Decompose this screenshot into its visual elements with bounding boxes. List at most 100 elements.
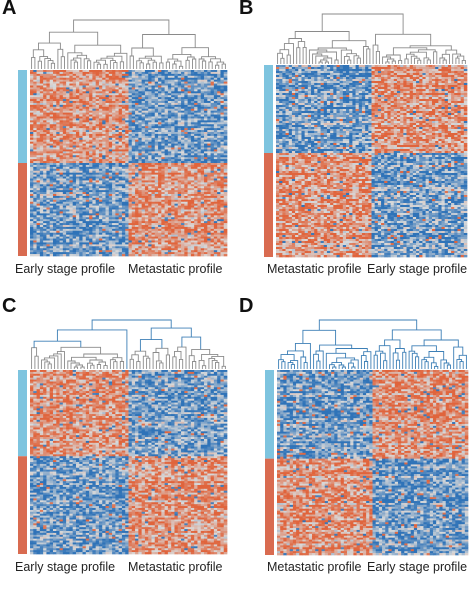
heatmap-cell (138, 145, 142, 148)
heatmap-cell (95, 104, 100, 108)
heatmap-cell (131, 106, 136, 110)
heatmap-cell (161, 194, 165, 197)
heatmap-cell (164, 110, 169, 113)
heatmap-cell (194, 149, 198, 152)
heatmap-cell (92, 176, 97, 179)
heatmap-cell (174, 73, 179, 77)
heatmap-cell (161, 190, 165, 193)
heatmap-cell (115, 217, 119, 220)
heatmap-cell (125, 97, 129, 100)
heatmap-cell (95, 139, 100, 143)
heatmap-cell (125, 102, 129, 106)
heatmap-cell (141, 221, 146, 224)
heatmap-cell (49, 91, 54, 94)
heatmap-cell (59, 106, 64, 110)
heatmap-cell (220, 75, 225, 79)
heatmap-cell (108, 176, 113, 179)
heatmap-cell (69, 203, 74, 206)
heatmap-cell (187, 194, 192, 197)
heatmap-cell (187, 180, 192, 183)
heatmap-cell (144, 155, 149, 158)
heatmap-cell (194, 79, 198, 82)
heatmap-cell (187, 190, 192, 193)
heatmap-cell (161, 110, 165, 113)
heatmap-cell (43, 178, 47, 181)
heatmap-cell (194, 194, 198, 197)
heatmap-cell (148, 130, 152, 133)
heatmap-cell (190, 135, 195, 139)
heatmap-cell (171, 199, 175, 203)
heatmap-cell (131, 182, 136, 185)
heatmap-cell (33, 104, 37, 108)
heatmap-cell (161, 176, 165, 179)
heatmap-cell (204, 192, 208, 195)
heatmap-cell (151, 114, 156, 117)
heatmap-cell (52, 164, 57, 168)
heatmap-cell (79, 195, 83, 199)
heatmap-cell (79, 194, 83, 197)
heatmap-cell (204, 120, 208, 123)
heatmap-cell (95, 155, 100, 158)
heatmap-cell (66, 118, 70, 121)
heatmap-cell (43, 70, 47, 73)
heatmap-cell (75, 217, 80, 220)
heatmap-cell (204, 81, 208, 84)
heatmap-cell (79, 133, 83, 137)
heatmap-cell (121, 180, 126, 183)
heatmap-cell (184, 174, 188, 177)
heatmap-cell (177, 70, 182, 73)
heatmap-cell (95, 211, 100, 214)
heatmap-cell (39, 102, 44, 106)
heatmap-cell (177, 203, 182, 206)
heatmap-cell (102, 122, 106, 125)
heatmap-cell (79, 70, 83, 73)
heatmap-cell (36, 151, 41, 154)
heatmap-cell (154, 122, 159, 125)
heatmap-cell (223, 145, 228, 148)
heatmap-cell (49, 157, 54, 160)
heatmap-cell (194, 164, 198, 168)
heatmap-cell (66, 182, 70, 185)
heatmap-cell (82, 95, 87, 98)
heatmap-cell (92, 133, 97, 137)
heatmap-cell (108, 133, 113, 137)
heatmap-cell (210, 170, 215, 174)
heatmap-cell (33, 180, 37, 183)
heatmap-cell (158, 116, 162, 119)
heatmap-cell (223, 114, 228, 117)
heatmap-cell (72, 226, 77, 230)
heatmap-cell (131, 81, 136, 84)
heatmap-cell (62, 176, 67, 179)
heatmap-cell (112, 223, 116, 226)
heatmap-cell (62, 164, 67, 168)
heatmap-cell (197, 215, 202, 218)
heatmap-cell (112, 155, 116, 158)
heatmap-cell (135, 124, 139, 127)
heatmap-cell (138, 170, 142, 174)
heatmap-cell (82, 93, 87, 96)
heatmap-cell (197, 149, 202, 152)
heatmap-cell (177, 195, 182, 199)
heatmap-cell (59, 81, 64, 84)
heatmap-cell (30, 91, 34, 94)
heatmap-cell (128, 128, 133, 131)
heatmap-cell (125, 157, 129, 160)
heatmap-cell (190, 89, 195, 92)
heatmap-cell (200, 203, 205, 206)
heatmap-cell (177, 83, 182, 86)
heatmap-cell (66, 108, 70, 112)
heatmap-cell (69, 159, 74, 162)
heatmap-cell (204, 106, 208, 110)
heatmap-cell (154, 130, 159, 133)
heatmap-cell (154, 75, 159, 79)
heatmap-cell (52, 77, 57, 81)
heatmap-cell (56, 73, 60, 77)
heatmap-cell (98, 75, 103, 79)
heatmap-cell (82, 176, 87, 179)
heatmap-cell (197, 155, 202, 158)
heatmap-cell (85, 124, 90, 127)
heatmap-cell (85, 97, 90, 100)
heatmap-cell (177, 178, 182, 181)
heatmap-cell (138, 135, 142, 139)
heatmap-cell (89, 176, 93, 179)
